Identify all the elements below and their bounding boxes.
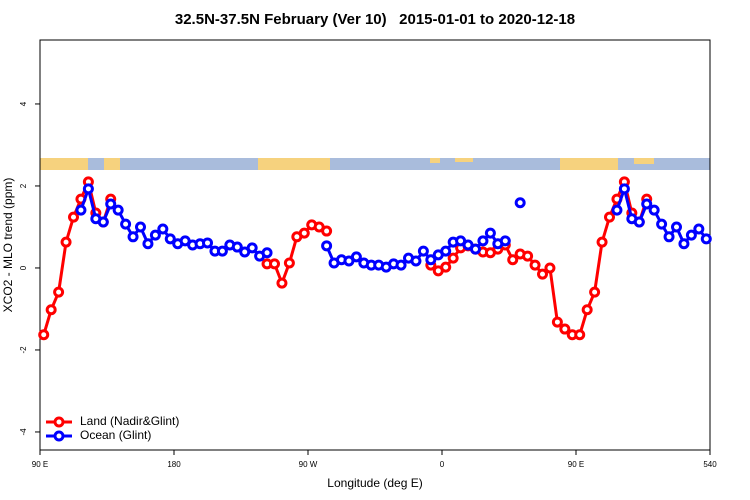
point (395, 259, 407, 271)
point (507, 254, 519, 266)
x-tick-label: 0 (440, 460, 445, 469)
point (470, 243, 481, 255)
point (700, 233, 712, 245)
point (589, 286, 601, 298)
point (522, 250, 534, 262)
point (53, 286, 65, 298)
point (60, 236, 72, 248)
point (321, 225, 333, 237)
point (581, 304, 593, 316)
point (417, 245, 429, 257)
x-tick-label: 90 E (32, 460, 48, 469)
y-axis-label: XCO2 - MLO trend (ppm) (1, 178, 15, 313)
point (149, 229, 161, 241)
point (685, 229, 697, 241)
point (499, 235, 511, 247)
point (231, 241, 243, 253)
point (68, 211, 79, 223)
x-tick-label: 180 (167, 460, 181, 469)
point (216, 245, 228, 257)
plot-frame (39, 39, 711, 451)
point (447, 252, 459, 264)
point (477, 235, 489, 247)
point (142, 238, 154, 250)
land-ocean-strip (40, 158, 710, 170)
point (551, 316, 563, 328)
point (112, 204, 124, 216)
point (484, 227, 496, 239)
y-tick-label: 2 (19, 183, 28, 188)
point (82, 183, 94, 195)
point (671, 221, 682, 233)
point (38, 329, 50, 341)
plot-area: -4 -2 0 2 4 90 E 180 90 W 0 90 E 540 Land (Nadir&Gl… (19, 101, 717, 469)
point (596, 236, 608, 248)
chart-title: 32.5N-37.5N February (Ver 10) 2015-01-01… (175, 11, 575, 28)
y-tick-label: -2 (19, 346, 28, 354)
point (514, 197, 526, 209)
y-tick-label: 0 (19, 265, 28, 270)
point (663, 231, 675, 243)
point (127, 231, 139, 243)
point (440, 245, 452, 257)
point (157, 223, 169, 235)
point (269, 258, 280, 270)
point (559, 323, 571, 335)
point (410, 255, 422, 267)
point (202, 237, 213, 249)
point (276, 277, 288, 289)
y-tick-label: 4 (19, 101, 28, 106)
point (611, 204, 623, 216)
point (537, 268, 548, 280)
point (75, 204, 87, 216)
point (164, 233, 176, 245)
point (283, 257, 295, 269)
point (604, 211, 615, 223)
point (350, 251, 362, 263)
point (648, 204, 660, 216)
point (246, 242, 258, 254)
point (618, 183, 630, 195)
point (693, 223, 705, 235)
x-tick-label: 90 E (568, 460, 584, 469)
point (45, 304, 57, 316)
point (135, 221, 146, 233)
point (425, 254, 437, 266)
point (529, 259, 541, 271)
point (641, 198, 653, 210)
point (678, 238, 690, 250)
point (544, 262, 556, 274)
point (298, 227, 310, 239)
x-tick-label: 90 W (299, 460, 318, 469)
legend-marker (53, 430, 65, 442)
point (321, 240, 333, 252)
x-tick-label: 540 (703, 460, 717, 469)
legend-label: Land (Nadir&Glint) (80, 414, 179, 428)
point (261, 247, 273, 259)
legend-label: Ocean (Glint) (80, 428, 151, 442)
point (656, 218, 668, 230)
point (97, 216, 109, 228)
point (574, 329, 586, 341)
point (120, 218, 132, 230)
point (633, 216, 645, 228)
legend-marker (53, 416, 65, 428)
point (105, 198, 117, 210)
y-tick-label: -4 (19, 428, 28, 436)
x-axis-label: Longitude (deg E) (327, 476, 422, 490)
point (440, 261, 452, 273)
